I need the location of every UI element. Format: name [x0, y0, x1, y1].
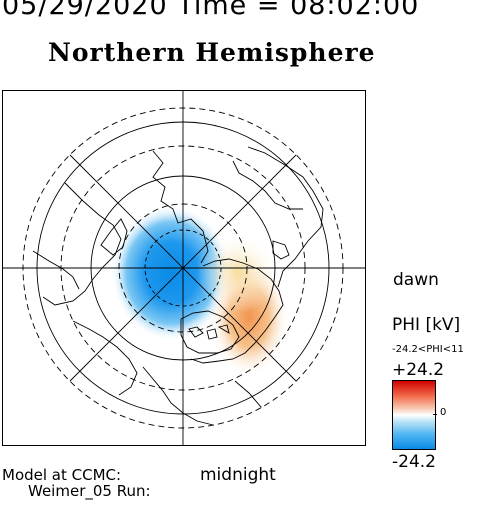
- colorbar-min-label: -24.2: [392, 452, 436, 472]
- latitude-ring-70: [60, 145, 306, 391]
- midnight-label: midnight: [200, 465, 276, 485]
- colorbar-zero-label: 0: [440, 407, 447, 418]
- colorbar-quantity-label: PHI [kV]: [392, 315, 461, 335]
- colorbar-max-label: +24.2: [392, 360, 445, 380]
- colorbar: [392, 380, 436, 450]
- polar-map: [2, 90, 366, 446]
- latitude-ring-80: [118, 203, 248, 333]
- latitude-ring-outer: [22, 107, 344, 429]
- latitude-ring-60: [36, 121, 330, 415]
- colorbar-range-label: -24.2<PHI<11: [392, 344, 464, 355]
- potential-cells: [111, 205, 289, 377]
- latitude-ring-75: [90, 175, 276, 361]
- polar-map-svg: [3, 91, 365, 445]
- coastlines: [32, 146, 330, 428]
- negative-potential-cell: [111, 205, 231, 341]
- grid-lines: [3, 91, 365, 445]
- run-label: Weimer_05 Run:: [28, 482, 151, 500]
- date-time-title: 05/29/2020 Time = 08:02:00: [2, 0, 420, 21]
- hemisphere-title: Northern Hemisphere: [48, 38, 376, 67]
- latitude-ring-85: [144, 229, 222, 307]
- model-label: Model at CCMC:: [2, 466, 122, 484]
- positive-potential-cell-upper: [196, 233, 280, 313]
- colorbar-zero-tick: [433, 414, 437, 415]
- diagonal-meridian-b: [69, 154, 297, 382]
- dawn-label: dawn: [393, 270, 439, 290]
